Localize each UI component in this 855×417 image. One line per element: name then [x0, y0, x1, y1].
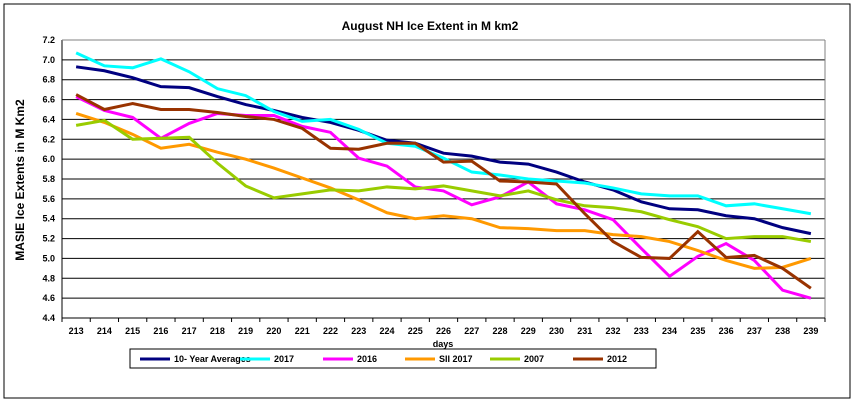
x-tick-label: 217 [182, 326, 197, 336]
y-tick-label: 6.8 [42, 75, 55, 85]
x-tick-label: 224 [379, 326, 394, 336]
y-tick-label: 5.0 [42, 253, 55, 263]
x-axis-label: days [433, 339, 454, 349]
x-tick-label: 234 [662, 326, 677, 336]
y-tick-label: 6.6 [42, 95, 55, 105]
chart-title: August NH Ice Extent in M km2 [342, 19, 519, 33]
y-tick-label: 5.6 [42, 194, 55, 204]
x-tick-label: 227 [464, 326, 479, 336]
x-tick-label: 229 [521, 326, 536, 336]
x-tick-label: 238 [775, 326, 790, 336]
legend-label: 2012 [607, 354, 627, 364]
y-tick-label: 5.2 [42, 234, 55, 244]
x-tick-label: 237 [747, 326, 762, 336]
x-tick-label: 239 [803, 326, 818, 336]
series-line-2016 [75, 95, 812, 300]
x-tick-label: 231 [577, 326, 592, 336]
x-tick-label: 213 [69, 326, 84, 336]
series-line-2017 [75, 51, 812, 216]
y-tick-label: 5.4 [42, 214, 55, 224]
x-tick-label: 225 [408, 326, 423, 336]
y-tick-label: 7.0 [42, 55, 55, 65]
legend-label: 2017 [274, 354, 294, 364]
legend-label: 2007 [524, 354, 544, 364]
x-tick-label: 235 [690, 326, 705, 336]
y-tick-label: 6.0 [42, 154, 55, 164]
x-tick-label: 230 [549, 326, 564, 336]
legend-box [129, 348, 657, 369]
x-tick-label: 228 [493, 326, 508, 336]
x-tick-label: 236 [719, 326, 734, 336]
x-tick-label: 214 [97, 326, 112, 336]
legend-label: SII 2017 [439, 354, 473, 364]
y-tick-label: 4.6 [42, 293, 55, 303]
x-tick-label: 216 [153, 326, 168, 336]
y-tick-label: 4.4 [42, 313, 55, 323]
x-tick-label: 222 [323, 326, 338, 336]
x-tick-label: 233 [634, 326, 649, 336]
legend-label: 2016 [357, 354, 377, 364]
x-tick-label: 220 [266, 326, 281, 336]
x-tick-label: 232 [606, 326, 621, 336]
x-tick-label: 215 [125, 326, 140, 336]
x-tick-label: 223 [351, 326, 366, 336]
x-tick-label: 219 [238, 326, 253, 336]
legend-label: 10- Year Averages [174, 354, 251, 364]
y-tick-label: 5.8 [42, 174, 55, 184]
y-tick-label: 4.8 [42, 273, 55, 283]
y-tick-label: 7.2 [42, 35, 55, 45]
series-line-2012 [75, 93, 812, 290]
y-tick-label: 6.2 [42, 134, 55, 144]
x-tick-label: 221 [295, 326, 310, 336]
series-line-10-year-averages [75, 65, 812, 236]
x-tick-label: 226 [436, 326, 451, 336]
y-tick-label: 6.4 [42, 114, 55, 124]
series-line-2007 [75, 118, 812, 244]
y-axis-label: MASIE Ice Extents in M Km2 [13, 99, 27, 261]
chart-border [3, 3, 851, 399]
x-tick-label: 218 [210, 326, 225, 336]
